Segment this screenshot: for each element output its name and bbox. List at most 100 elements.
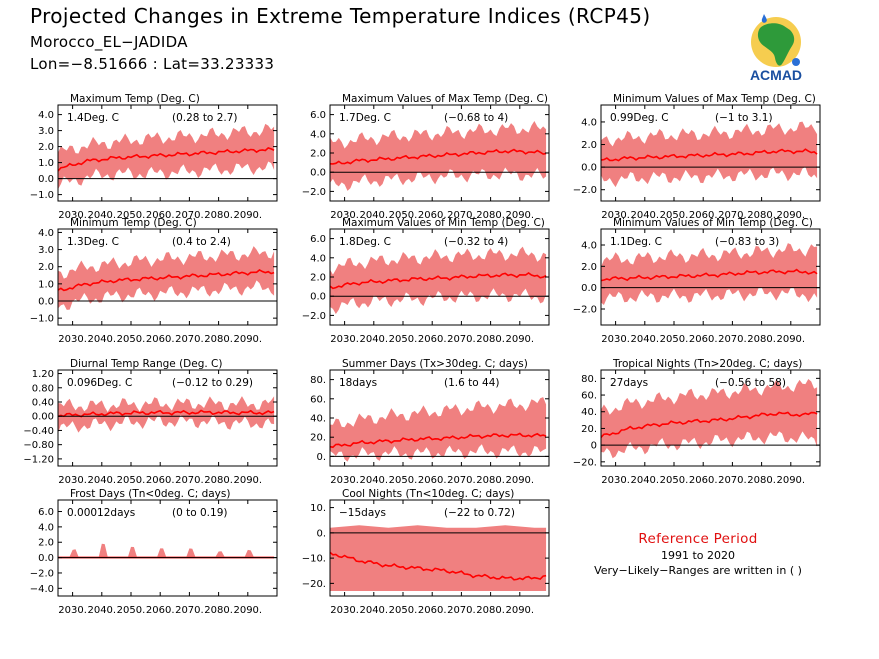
y-tick-label: 60. xyxy=(581,391,597,402)
y-tick-label: −4.0 xyxy=(30,584,54,595)
uncertainty-band xyxy=(601,243,818,306)
x-tick-label: 2030. xyxy=(601,334,630,345)
chart-panel: 1.20 0.80 0.40 0.00 −0.40 −0.80 −1.20 2030. 2040… xyxy=(23,358,278,486)
likely-range: (−0.56 to 58) xyxy=(715,377,786,389)
x-tick-label: 2040. xyxy=(87,334,116,345)
plot-frame xyxy=(600,228,821,326)
plot-frame xyxy=(329,499,550,597)
y-tick-label: 0.00 xyxy=(32,412,54,423)
y-tick-label: 4.0 xyxy=(581,241,597,252)
median-line xyxy=(600,411,818,438)
uncertainty-band xyxy=(58,396,275,434)
x-tick-label: 2070. xyxy=(175,605,204,616)
likely-range: (0.4 to 2.4) xyxy=(172,236,231,248)
x-tick-label: 2080. xyxy=(204,334,233,345)
x-tick-label: 2060. xyxy=(689,334,718,345)
y-tick-label: 0.0 xyxy=(581,163,597,174)
chart-title: Maximum Values of Max Temp (Deg. C) xyxy=(342,93,548,105)
x-tick-label: 2050. xyxy=(117,475,146,486)
x-tick-label: 2050. xyxy=(389,334,418,345)
change-value: 27days xyxy=(610,377,648,389)
chart-panel: 6.0 4.0 2.0 0.0 −2.0 −4.0 2030. 2040. 2050. 2060.… xyxy=(30,488,278,616)
y-tick-label: −2.0 xyxy=(302,187,326,198)
x-tick-label: 2040. xyxy=(359,210,388,221)
x-tick-label: 2090. xyxy=(233,334,262,345)
y-tick-label: 0.0 xyxy=(581,283,597,294)
y-tick-label: 4.0 xyxy=(38,228,54,239)
reference-title: Reference Period xyxy=(638,531,758,547)
x-tick-label: 2070. xyxy=(447,475,476,486)
plot-frame xyxy=(57,369,278,467)
likely-range: (0.28 to 2.7) xyxy=(172,112,238,124)
x-tick-label: 2040. xyxy=(630,475,659,486)
median-line xyxy=(329,272,547,290)
x-tick-label: 2080. xyxy=(204,475,233,486)
y-tick-label: 80. xyxy=(581,374,597,385)
plot-frame xyxy=(600,104,821,202)
plot-frame xyxy=(57,104,278,202)
x-tick-label: 2050. xyxy=(389,605,418,616)
x-tick-label: 2040. xyxy=(630,210,659,221)
plot-frame xyxy=(600,369,821,467)
x-tick-label: 2080. xyxy=(747,475,776,486)
y-tick-label: −0.80 xyxy=(23,440,54,451)
y-tick-label: 4.0 xyxy=(38,110,54,121)
y-tick-label: 0. xyxy=(316,452,326,463)
x-tick-label: 2070. xyxy=(175,210,204,221)
y-tick-label: 60. xyxy=(310,394,326,405)
x-tick-label: 2090. xyxy=(233,475,262,486)
y-tick-label: 4.0 xyxy=(310,129,326,140)
likely-range: (1.6 to 44) xyxy=(444,377,499,389)
y-tick-label: −2.0 xyxy=(573,185,597,196)
change-value: 1.7Deg. C xyxy=(339,112,391,124)
reference-panel: Reference Period 1991 to 2020 Very−Likel… xyxy=(580,531,816,577)
plot-frame xyxy=(57,228,278,326)
chart-title: Tropical Nights (Tn>20deg. C; days) xyxy=(612,358,802,370)
median-line xyxy=(329,432,547,449)
y-tick-label: −2.0 xyxy=(573,305,597,316)
x-tick-label: 2030. xyxy=(58,475,87,486)
chart-panel: 80. 60. 40. 20. 0 −20. 2030. 2040. 2050. 2060. 207… xyxy=(573,358,821,486)
x-tick-label: 2050. xyxy=(660,210,689,221)
x-tick-label: 2060. xyxy=(146,605,175,616)
x-tick-label: 2060. xyxy=(146,210,175,221)
y-tick-label: 1.20 xyxy=(32,369,54,380)
uncertainty-band xyxy=(601,121,818,188)
x-tick-label: 2030. xyxy=(58,605,87,616)
x-tick-label: 2050. xyxy=(117,334,146,345)
y-tick-label: 3.0 xyxy=(38,245,54,256)
x-tick-label: 2030. xyxy=(330,210,359,221)
x-tick-label: 2090. xyxy=(505,605,534,616)
x-tick-label: 2090. xyxy=(233,605,262,616)
x-tick-label: 2050. xyxy=(117,605,146,616)
change-value: 0.00012days xyxy=(67,507,135,519)
y-tick-label: 0.0 xyxy=(38,174,54,185)
x-tick-label: 2060. xyxy=(418,475,447,486)
x-tick-label: 2080. xyxy=(476,210,505,221)
chart-title: Maximum Values of Min Temp (Deg. C) xyxy=(342,217,545,229)
change-value: −15days xyxy=(339,507,386,519)
page-title: Projected Changes in Extreme Temperature… xyxy=(30,4,651,28)
y-tick-label: 4.0 xyxy=(581,117,597,128)
x-tick-label: 2080. xyxy=(476,334,505,345)
change-value: 1.1Deg. C xyxy=(610,236,662,248)
location-label: Morocco_EL−JADIDA xyxy=(30,33,188,51)
x-tick-label: 2030. xyxy=(58,334,87,345)
x-tick-label: 2040. xyxy=(87,605,116,616)
x-tick-label: 2080. xyxy=(204,210,233,221)
likely-range: (−22 to 0.72) xyxy=(444,507,515,519)
y-tick-label: 10. xyxy=(310,503,326,514)
x-tick-label: 2030. xyxy=(601,475,630,486)
x-tick-label: 2060. xyxy=(418,210,447,221)
uncertainty-band xyxy=(601,379,818,459)
y-tick-label: 0.80 xyxy=(32,383,54,394)
x-tick-label: 2070. xyxy=(718,210,747,221)
y-tick-label: 80. xyxy=(310,375,326,386)
y-tick-label: 0.0 xyxy=(310,168,326,179)
y-tick-label: 20. xyxy=(310,433,326,444)
chart-title: Minimum Values of Max Temp (Deg. C) xyxy=(613,93,816,105)
